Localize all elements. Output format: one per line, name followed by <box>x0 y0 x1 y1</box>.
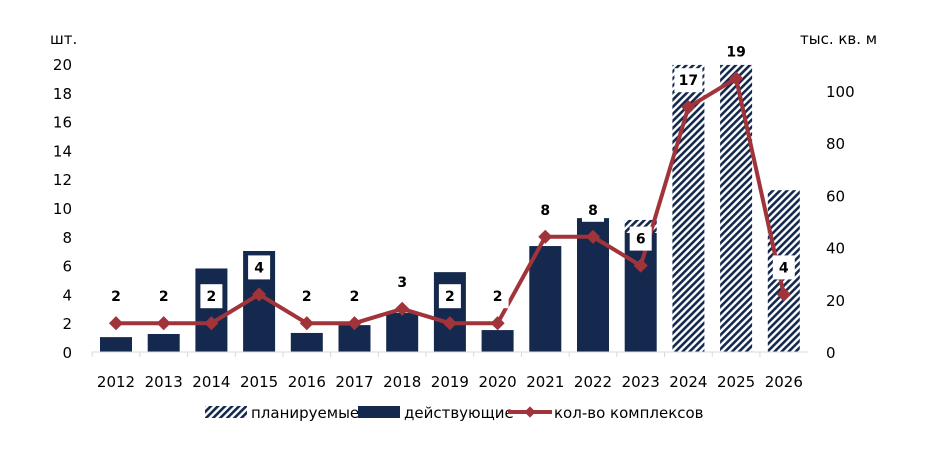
data-label-box <box>534 197 557 222</box>
data-label: 2 <box>445 289 455 305</box>
left-tick-label: 0 <box>62 344 72 362</box>
right-axis-label: тыс. кв. м <box>800 30 877 48</box>
data-label: 19 <box>726 44 745 60</box>
x-tick-label: 2013 <box>145 373 183 391</box>
line-marker <box>204 316 219 331</box>
right-tick-label: 60 <box>826 187 845 205</box>
data-label: 4 <box>254 260 264 276</box>
x-tick-label: 2014 <box>192 373 230 391</box>
line-marker <box>108 316 124 331</box>
line-marker <box>347 316 362 331</box>
bar-active <box>195 268 228 352</box>
x-tick-label: 2012 <box>97 373 135 391</box>
legend-swatch-planned <box>205 406 247 418</box>
bar-active <box>624 232 657 352</box>
line-marker <box>633 258 648 273</box>
data-label-box <box>248 255 271 280</box>
left-tick-label: 12 <box>53 171 72 189</box>
right-tick-label: 40 <box>826 240 845 258</box>
bar-active <box>386 312 419 352</box>
left-tick-label: 20 <box>53 56 72 74</box>
data-label: 4 <box>779 260 789 276</box>
bar-active <box>100 337 132 352</box>
data-label-box <box>629 226 652 251</box>
bar-planned <box>720 64 753 353</box>
left-axis-label: шт. <box>50 30 77 48</box>
line-marker <box>585 229 601 244</box>
data-label: 3 <box>397 275 407 291</box>
left-tick-label: 2 <box>62 315 72 333</box>
left-tick-label: 4 <box>62 286 72 304</box>
data-label: 2 <box>111 289 121 305</box>
x-tick-label: 2017 <box>335 373 373 391</box>
bar-active <box>290 332 323 352</box>
data-label: 2 <box>207 289 217 305</box>
left-tick-label: 6 <box>62 258 72 276</box>
data-label-box <box>674 68 703 93</box>
right-tick-label: 80 <box>826 135 845 153</box>
legend-label-line: кол-во комплексов <box>554 404 704 422</box>
legend-swatch-active <box>358 406 400 418</box>
right-tick-label: 0 <box>826 344 836 362</box>
line-marker <box>299 316 314 331</box>
data-label-box <box>582 197 604 222</box>
data-label-box <box>105 284 127 309</box>
legend-marker <box>524 406 536 418</box>
data-label: 6 <box>636 232 646 248</box>
line-marker <box>681 100 696 115</box>
data-label-box <box>722 39 751 64</box>
x-tick-label: 2021 <box>526 373 564 391</box>
data-label-box <box>200 284 223 309</box>
line-marker <box>442 316 457 331</box>
line-marker <box>252 287 267 302</box>
bar-active <box>433 272 466 352</box>
left-tick-label: 8 <box>62 229 72 247</box>
left-tick-label: 14 <box>53 142 72 160</box>
data-label-box <box>772 255 795 280</box>
right-tick-label: 20 <box>826 292 845 310</box>
bar-active <box>481 330 514 352</box>
x-tick-label: 2022 <box>574 373 612 391</box>
left-tick-label: 18 <box>53 85 72 103</box>
data-label: 2 <box>159 289 169 305</box>
x-tick-label: 2015 <box>240 373 278 391</box>
x-tick-label: 2023 <box>622 373 660 391</box>
legend-label-planned: планируемые <box>251 404 359 422</box>
data-label: 17 <box>679 73 698 89</box>
line-marker <box>490 316 505 331</box>
data-label-box <box>486 284 509 309</box>
data-label: 2 <box>350 289 360 305</box>
data-label-box <box>343 284 366 309</box>
x-tick-label: 2025 <box>717 373 755 391</box>
line-marker <box>156 316 171 331</box>
data-label-box <box>295 284 318 309</box>
data-label: 8 <box>588 203 598 219</box>
data-label-box <box>391 269 414 294</box>
bar-active <box>147 333 180 352</box>
x-tick-label: 2026 <box>765 373 803 391</box>
line-marker <box>729 71 744 86</box>
line-marker <box>538 229 553 244</box>
data-label: 2 <box>302 289 312 305</box>
x-tick-label: 2020 <box>479 373 517 391</box>
x-tick-label: 2024 <box>669 373 707 391</box>
legend-label-active: действующие <box>404 404 514 422</box>
x-tick-label: 2018 <box>383 373 421 391</box>
legend: планируемые действующие кол-во комплексо… <box>205 404 704 422</box>
x-tick-label: 2019 <box>431 373 469 391</box>
bar-active <box>529 246 562 352</box>
data-label-box <box>152 284 175 309</box>
data-label: 2 <box>493 289 503 305</box>
data-label: 8 <box>540 203 550 219</box>
line-marker <box>395 301 410 316</box>
x-tick-label: 2016 <box>288 373 326 391</box>
left-tick-label: 16 <box>53 114 72 132</box>
data-label-box <box>438 284 461 309</box>
line-marker <box>776 287 791 302</box>
left-tick-label: 10 <box>53 200 72 218</box>
right-tick-label: 100 <box>826 83 855 101</box>
